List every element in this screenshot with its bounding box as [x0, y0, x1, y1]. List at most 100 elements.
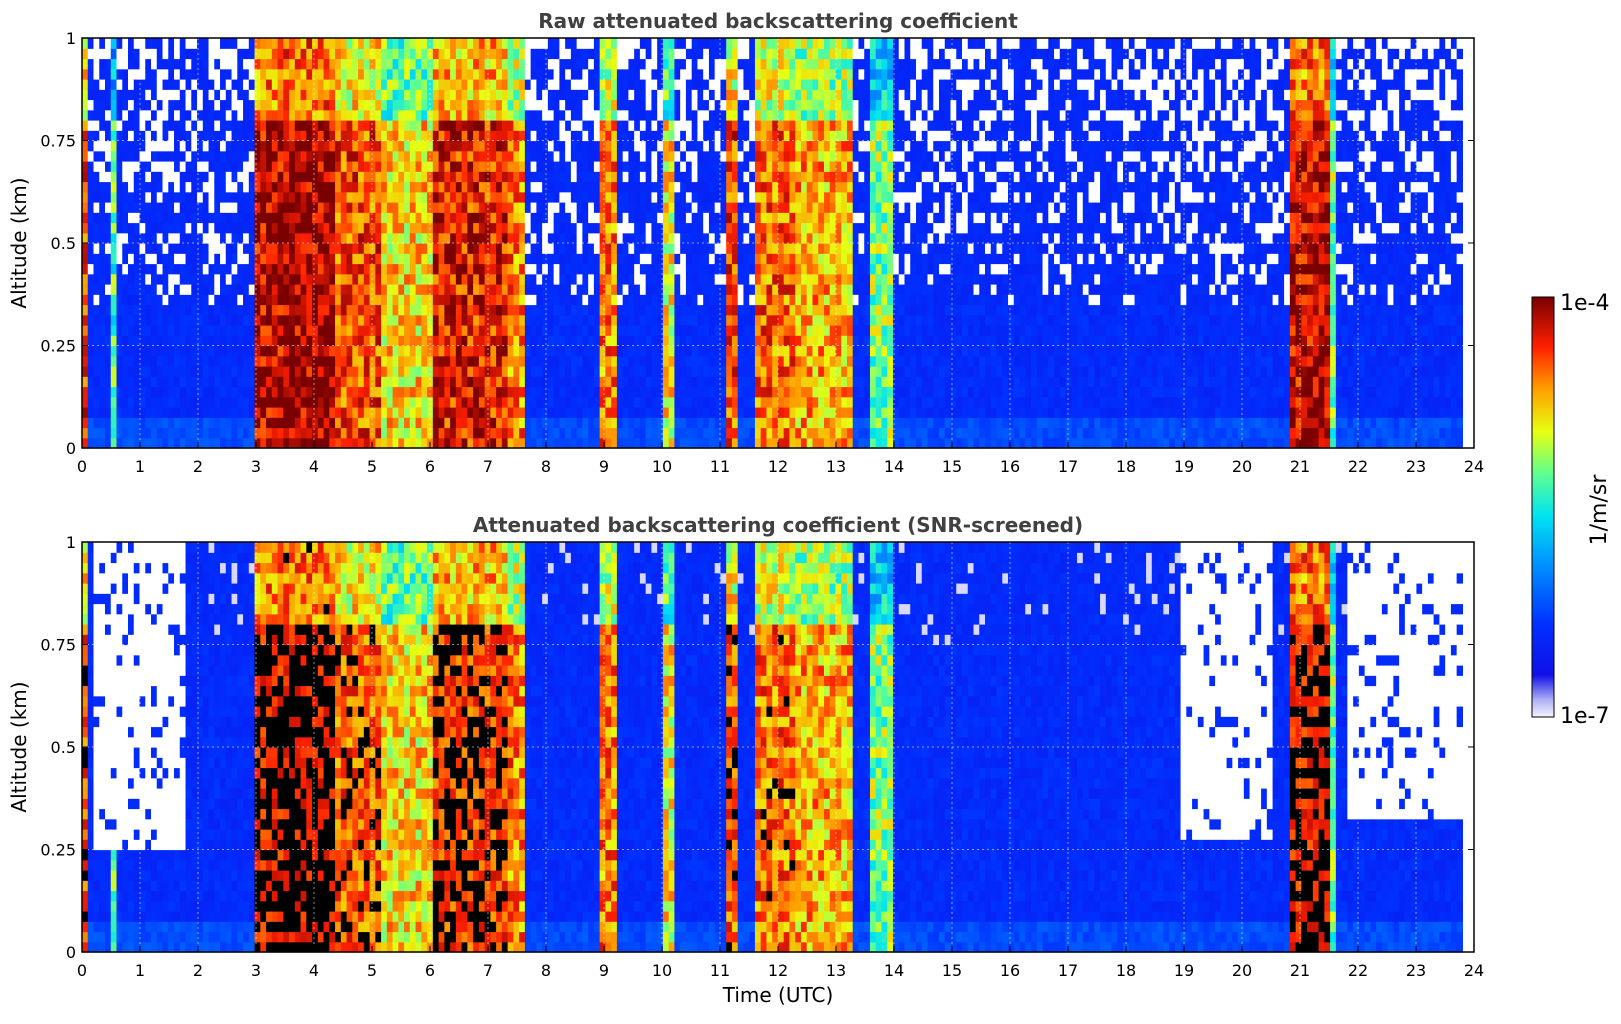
heatmap-cell [300, 58, 307, 70]
heatmap-cell [703, 140, 710, 152]
heatmap-cell [110, 150, 118, 162]
heatmap-cell [478, 314, 486, 326]
heatmap-cell [749, 79, 756, 90]
heatmap-cell [358, 202, 365, 213]
heatmap-cell [467, 38, 474, 49]
heatmap-cell [363, 68, 371, 80]
heatmap-cell [588, 161, 595, 172]
heatmap-cell [726, 181, 733, 193]
heatmap-cell [455, 99, 463, 111]
heatmap-cell [294, 335, 302, 347]
heatmap-cell [220, 417, 227, 429]
heatmap-cell [260, 284, 267, 295]
heatmap-cell [220, 253, 227, 265]
heatmap-cell [588, 212, 595, 224]
heatmap-cell [708, 427, 716, 439]
heatmap-cell [438, 366, 445, 377]
heatmap-cell [668, 407, 676, 418]
heatmap-cell [191, 38, 198, 49]
heatmap-cell [179, 243, 187, 254]
heatmap-cell [674, 48, 681, 60]
heatmap-cell [542, 79, 549, 90]
heatmap-cell [662, 355, 670, 367]
heatmap-cell [530, 427, 537, 439]
heatmap-cell [766, 89, 773, 101]
heatmap-cell [300, 232, 307, 244]
heatmap-cell [731, 314, 739, 326]
heatmap-cell [501, 120, 509, 131]
heatmap-cell [179, 130, 187, 142]
heatmap-cell [145, 232, 152, 244]
heatmap-cell [352, 366, 359, 377]
heatmap-cell [254, 68, 261, 80]
heatmap-cell [214, 222, 221, 234]
heatmap-cell [358, 120, 365, 131]
heatmap-cell [93, 345, 100, 357]
heatmap-cell [450, 89, 457, 101]
heatmap-cell [116, 48, 123, 60]
heatmap-cell [680, 48, 687, 60]
heatmap-cell [363, 191, 371, 203]
heatmap-cell [645, 120, 653, 131]
heatmap-cell [248, 171, 256, 183]
heatmap-cell [329, 58, 336, 70]
heatmap-cell [496, 386, 503, 398]
heatmap-cell [789, 89, 796, 101]
heatmap-cell [570, 130, 578, 142]
heatmap-cell [593, 294, 601, 306]
heatmap-cell [760, 325, 768, 336]
heatmap-cell [726, 150, 733, 162]
heatmap-cell [599, 417, 606, 429]
heatmap-cell [208, 79, 215, 90]
heatmap-cell [444, 345, 451, 357]
heatmap-cell [777, 212, 785, 224]
heatmap-cell [628, 407, 635, 418]
heatmap-cell [795, 109, 802, 121]
heatmap-cell [726, 89, 733, 101]
heatmap-cell [346, 202, 353, 213]
heatmap-cell [294, 243, 302, 254]
heatmap-cell [358, 243, 365, 254]
heatmap-cell [340, 427, 348, 439]
heatmap-cell [760, 294, 768, 306]
heatmap-cell [260, 314, 267, 326]
heatmap-cell [133, 171, 141, 183]
heatmap-cell [559, 253, 566, 265]
heatmap-cell [496, 355, 503, 367]
heatmap-cell [720, 150, 727, 162]
heatmap-cell [611, 417, 618, 429]
heatmap-cell [685, 89, 693, 101]
heatmap-cell [369, 68, 376, 80]
heatmap-cell [220, 407, 227, 418]
heatmap-cell [639, 263, 647, 275]
heatmap-cell [559, 355, 566, 367]
heatmap-cell [444, 130, 451, 142]
heatmap-cell [352, 79, 359, 90]
heatmap-cell [668, 376, 676, 388]
heatmap-cell [530, 202, 537, 213]
heatmap-cell [599, 202, 606, 213]
heatmap-cell [565, 38, 572, 49]
heatmap-cell [519, 212, 526, 224]
heatmap-cell [639, 79, 647, 90]
heatmap-cell [87, 294, 95, 306]
heatmap-cell [231, 263, 238, 275]
heatmap-cell [283, 120, 290, 131]
heatmap-cell [93, 437, 100, 449]
heatmap-cell [450, 99, 457, 111]
heatmap-cell [277, 89, 284, 101]
heatmap-cell [346, 427, 353, 439]
heatmap-cell [300, 171, 307, 183]
heatmap-cell [599, 304, 606, 316]
heatmap-cell [306, 120, 313, 131]
heatmap-cell [93, 181, 100, 193]
heatmap-cell [599, 345, 606, 357]
heatmap-cell [271, 99, 279, 111]
heatmap-cell [444, 38, 451, 49]
heatmap-cell [369, 304, 376, 316]
heatmap-cell [335, 294, 342, 306]
heatmap-cell [513, 355, 520, 367]
heatmap-cell [375, 243, 382, 254]
heatmap-cell [82, 437, 89, 449]
heatmap-cell [415, 376, 422, 388]
